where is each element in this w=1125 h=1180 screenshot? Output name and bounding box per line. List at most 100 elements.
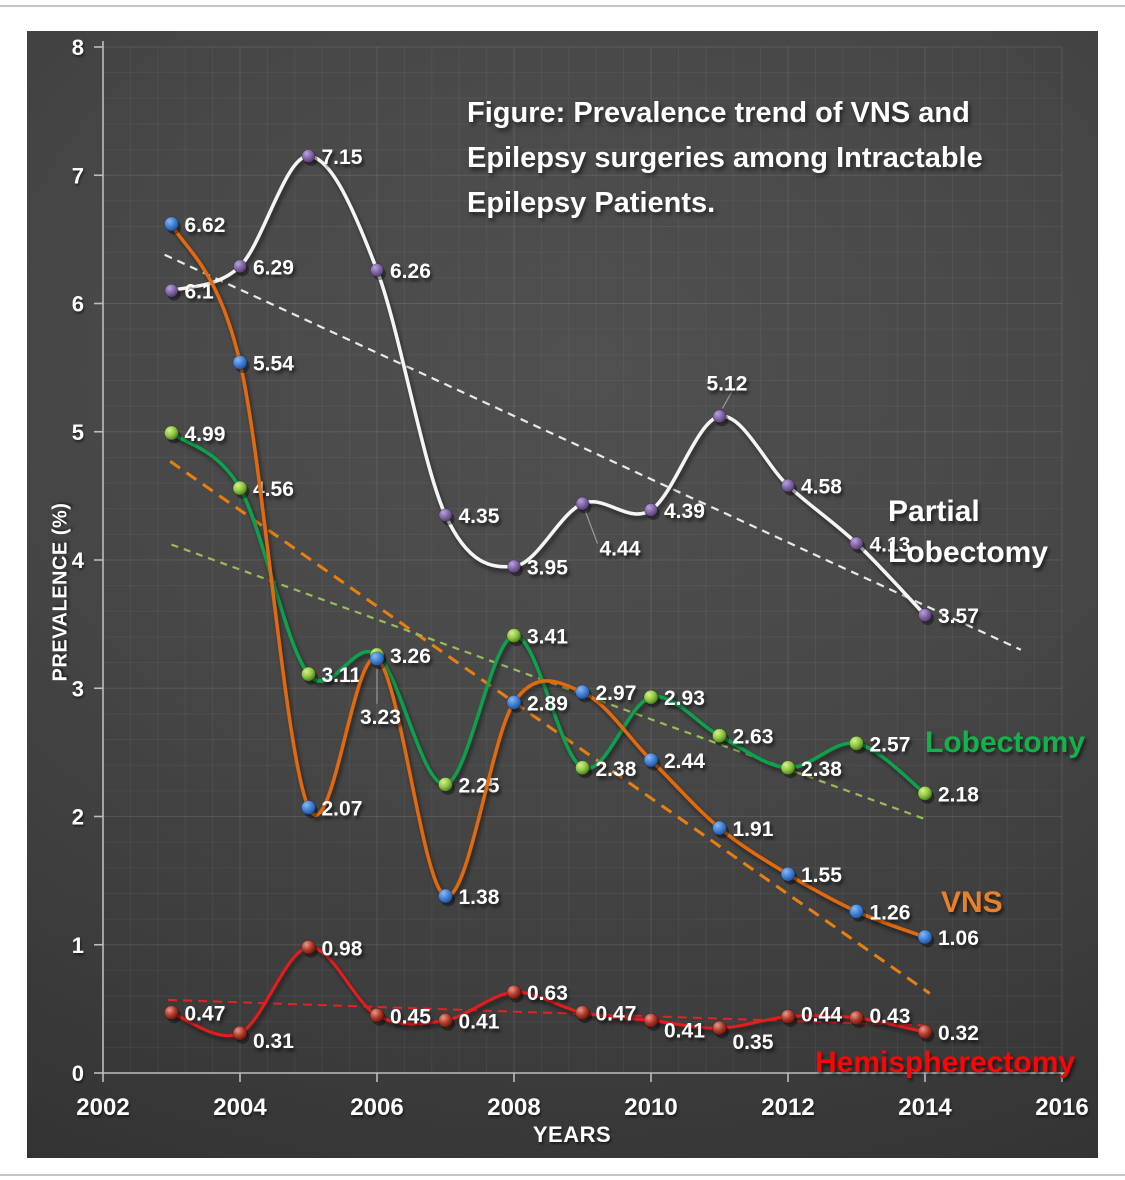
x-tick-label: 2010 [624,1094,677,1121]
data-point-marker-partial-lobectomy [370,263,384,278]
data-label-partial-lobectomy: 3.57 [938,605,979,628]
data-label-hemispherectomy: 0.35 [733,1031,774,1054]
data-label-partial-lobectomy: 3.95 [527,556,568,579]
legend-vns: VNS [941,886,1003,919]
data-point-marker-vns [301,800,316,815]
data-label-partial-lobectomy: 4.39 [664,500,705,523]
x-tick-label: 2014 [898,1094,952,1121]
legend-hemispherectomy: Hemispherectomy [815,1046,1076,1079]
data-point-marker-vns [780,866,796,882]
chart-canvas: 2002 2004 2006 2008 2010 2012 2014 2016 0 1 2 3 4 5 6 7… [27,31,1098,1158]
data-point-marker-vns [164,216,179,232]
data-label-lobectomy: 4.99 [185,423,226,446]
series-line-vns [169,222,927,939]
y-tick-label: 0 [72,1061,84,1086]
data-point-marker-lobectomy [506,628,522,644]
data-label-lobectomy: 2.63 [733,726,774,749]
data-label-hemispherectomy: 0.41 [459,1010,500,1033]
x-axis-title: YEARS [532,1122,612,1147]
data-point-marker-lobectomy [849,735,864,751]
data-point-marker-vns [849,904,864,919]
axes [94,41,1068,1082]
data-label-partial-lobectomy: 4.13 [870,533,911,556]
data-label-partial-lobectomy: 4.35 [459,505,500,528]
data-point-marker-partial-lobectomy [849,536,864,551]
legend-partial-line1: Partial [888,495,980,528]
data-point-marker-lobectomy [643,689,659,705]
chart-title: Figure: Prevalence trend of VNS and Epil… [467,91,1027,226]
data-point-marker-partial-lobectomy [644,503,658,517]
chart-title-line3: Epilepsy Patients. [467,187,716,219]
data-label-hemispherectomy: 0.44 [801,1004,842,1027]
data-label-lobectomy: 4.56 [253,478,294,501]
y-tick-label: 6 [72,292,84,317]
data-label-vns: 3.23 [360,706,401,729]
data-point-marker-lobectomy [438,777,453,792]
legend-partial-lobectomy: Partial Lobectomy [888,491,1048,573]
data-label-lobectomy: 2.25 [459,774,500,797]
data-label-vns: 1.55 [801,864,842,887]
data-label-vns: 6.62 [185,214,226,237]
data-label-lobectomy: 2.93 [664,687,705,710]
data-label-hemispherectomy: 0.43 [870,1005,911,1028]
data-point-marker-hemispherectomy [575,1005,590,1021]
chart-title-line2: Epilepsy surgeries among Intractable [467,142,983,174]
legend-partial-line2: Lobectomy [888,536,1049,569]
trendline-partial-lobectomy [164,253,1022,651]
data-label-vns: 5.54 [253,352,294,375]
data-label-lobectomy: 3.26 [390,645,431,668]
data-label-hemispherectomy: 0.63 [527,982,568,1005]
data-label-lobectomy: 2.38 [596,758,637,781]
data-point-marker-hemispherectomy [164,1005,179,1021]
data-label-vns: 2.89 [527,692,568,715]
series-lobectomy: 4.99 4.56 3.11 3.26 2.25 3.41 2.38 2.93 2.63 2.38… [164,423,979,806]
data-label-hemispherectomy: 0.41 [664,1019,705,1042]
data-point-marker-partial-lobectomy [233,259,247,274]
data-label-hemispherectomy: 0.47 [185,1003,226,1026]
data-label-lobectomy: 2.57 [870,733,911,756]
data-point-marker-hemispherectomy [369,1007,385,1023]
trendlines [164,253,1022,1027]
trendline-vns [169,460,931,995]
data-point-marker-hemispherectomy [643,1013,659,1028]
data-point-marker-vns [712,820,727,836]
page-bottom-rule [0,1174,1125,1176]
data-label-vns: 1.06 [938,927,979,950]
data-label-partial-lobectomy: 7.15 [322,146,363,169]
data-point-marker-lobectomy [232,480,248,496]
series-vns: 6.62 5.54 2.07 3.23 1.38 2.89 2.97 2.44 1.91 1.55… [164,214,979,950]
trendline-lobectomy [171,543,929,822]
x-tick-label: 2016 [1035,1094,1088,1121]
data-point-marker-vns [369,651,385,667]
data-label-hemispherectomy: 0.98 [322,937,363,960]
data-label-partial-lobectomy: 5.12 [707,372,748,395]
data-label-hemispherectomy: 0.31 [253,1030,294,1053]
data-point-marker-vns [643,752,659,768]
data-label-partial-lobectomy: 6.29 [253,256,294,279]
data-point-marker-partial-lobectomy [781,478,795,493]
data-label-lobectomy: 2.18 [938,783,979,806]
data-label-partial-lobectomy: 4.44 [600,538,641,561]
data-point-marker-hemispherectomy [232,1025,248,1041]
x-tick-label: 2002 [76,1094,129,1121]
data-point-marker-hemispherectomy [506,984,522,1000]
data-point-marker-lobectomy [712,728,727,744]
data-label-lobectomy: 2.38 [801,758,842,781]
data-point-marker-vns [917,929,933,945]
data-point-marker-hemispherectomy [438,1013,453,1028]
data-point-marker-lobectomy [917,786,933,801]
chart-title-line1: Figure: Prevalence trend of VNS and [467,97,970,129]
data-point-marker-partial-lobectomy [918,608,932,623]
data-label-vns: 1.38 [459,886,500,909]
data-point-marker-vns [438,888,453,904]
y-tick-label: 3 [72,676,84,701]
data-point-marker-partial-lobectomy [164,283,179,298]
data-point-marker-lobectomy [780,760,796,776]
data-point-marker-hemispherectomy [917,1024,933,1040]
data-point-marker-hemispherectomy [849,1010,864,1026]
label-leader-line [721,390,734,409]
x-tick-label: 2012 [761,1094,814,1121]
legend-lobectomy: Lobectomy [925,726,1086,759]
data-point-marker-partial-lobectomy [507,559,521,574]
label-leader-line [584,511,599,544]
